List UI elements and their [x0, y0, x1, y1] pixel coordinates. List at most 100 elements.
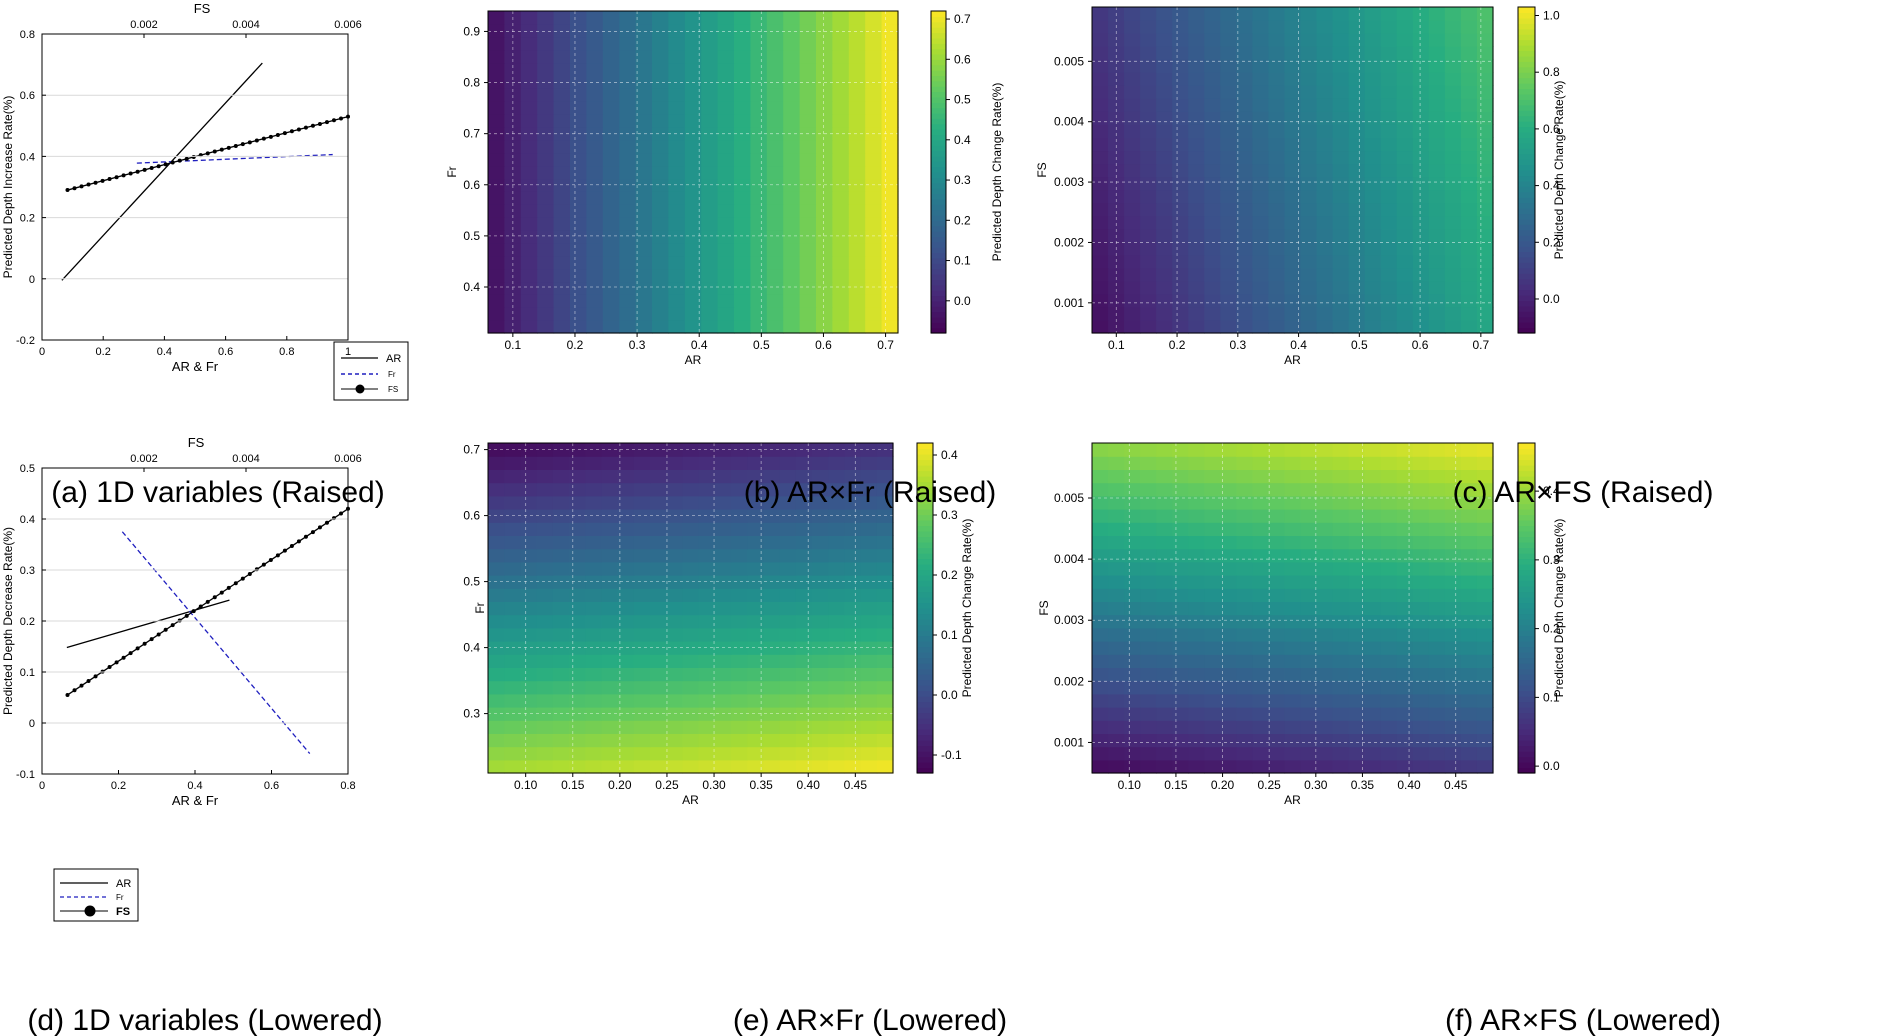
heatmap-cell — [1348, 522, 1366, 536]
heatmap-cell — [1380, 306, 1398, 321]
legend-label-fs: FS — [388, 385, 398, 394]
heatmap-cell — [1188, 150, 1205, 165]
heatmap-cell — [1412, 280, 1430, 295]
heatmap-cell — [860, 720, 878, 734]
heatmap-cell — [876, 456, 894, 470]
heatmap-cell — [1364, 111, 1382, 125]
colorbar-segment — [1518, 481, 1535, 488]
heatmap-cell — [731, 456, 748, 470]
heatmap-cell — [1380, 680, 1398, 695]
heatmap-cell — [1300, 720, 1318, 734]
y-axis-label: Fr — [473, 602, 487, 613]
heatmap-cell — [1124, 627, 1141, 642]
heatmap-cell — [569, 588, 586, 602]
colorbar-segment — [1518, 316, 1535, 323]
heatmap-cell — [1444, 443, 1462, 457]
heatmap-cell — [668, 152, 686, 167]
heatmap-cell — [1428, 641, 1446, 655]
heatmap-cell — [799, 101, 817, 115]
series-fs-marker — [226, 585, 231, 590]
heatmap-cell — [552, 535, 570, 550]
heatmap-cell — [619, 11, 637, 25]
y-tick-label: 0.5 — [463, 575, 480, 589]
x2-axis-label: FS — [188, 435, 205, 450]
heatmap-cell — [860, 627, 878, 642]
heatmap-cell — [569, 720, 586, 734]
heatmap-cell — [520, 614, 538, 629]
heatmap-cell — [1316, 319, 1334, 334]
colorbar-segment — [931, 306, 946, 313]
x-tick-label: 0.6 — [218, 346, 233, 358]
heatmap-cell — [504, 693, 521, 708]
heatmap-cell — [734, 75, 751, 89]
heatmap-cell — [1380, 163, 1398, 178]
heatmap-cell — [698, 522, 716, 536]
heatmap-cell — [1428, 522, 1446, 536]
heatmap-cell — [1220, 522, 1237, 536]
heatmap-cell — [1412, 189, 1430, 204]
heatmap-cell — [750, 229, 768, 244]
heatmap-cell — [537, 126, 555, 141]
heatmap-cell — [1252, 746, 1270, 761]
heatmap-cell — [1348, 163, 1366, 178]
heatmap-cell — [1236, 720, 1253, 734]
heatmap-cell — [1092, 33, 1109, 47]
heatmap-cell — [635, 101, 653, 115]
heatmap-cell — [1236, 293, 1253, 308]
heatmap-cell — [832, 255, 850, 270]
heatmap-cell — [652, 242, 669, 257]
heatmap-cell — [536, 601, 554, 616]
heatmap-cell — [1332, 85, 1350, 99]
colorbar-segment — [1518, 553, 1535, 560]
heatmap-cell — [1316, 627, 1334, 642]
heatmap-cell — [747, 522, 764, 536]
heatmap-cell — [1460, 189, 1478, 204]
heatmap-cell — [1172, 228, 1189, 243]
colorbar-segment — [1518, 652, 1535, 659]
colorbar-segment — [1518, 575, 1535, 582]
heatmap-cell — [619, 36, 637, 51]
heatmap-cell — [1268, 588, 1286, 602]
heatmap-cell — [779, 720, 797, 734]
heatmap-cell — [1284, 522, 1302, 536]
colorbar-segment — [917, 580, 933, 587]
heatmap-cell — [832, 36, 850, 51]
heatmap-cell — [731, 482, 748, 497]
heatmap-cell — [1124, 495, 1141, 510]
heatmap-cell — [1396, 469, 1414, 484]
heatmap-cell — [1316, 137, 1334, 152]
heatmap-cell — [1124, 746, 1141, 761]
colorbar-segment — [1518, 246, 1535, 253]
heatmap-cell — [828, 456, 845, 470]
heatmap-cell — [763, 627, 781, 642]
colorbar-tick-label: 0.2 — [1543, 622, 1560, 636]
heatmap-cell — [537, 62, 555, 76]
colorbar-tick-label: 0.2 — [1543, 235, 1560, 249]
colorbar-segment — [931, 241, 946, 248]
heatmap-cell — [1236, 746, 1253, 761]
heatmap-cell — [520, 320, 538, 334]
heatmap-cell — [1460, 693, 1478, 708]
heatmap-cell — [750, 101, 768, 115]
heatmap-cell — [865, 268, 883, 283]
heatmap-cell — [750, 165, 768, 180]
heatmap-cell — [750, 178, 768, 192]
heatmap-cell — [828, 759, 845, 774]
colorbar-segment — [1518, 712, 1535, 719]
plot-frame — [1091, 6, 1494, 334]
heatmap-cell — [1332, 124, 1350, 138]
y-axis-label: FS — [1037, 600, 1051, 615]
heatmap-cell — [1476, 746, 1494, 761]
heatmap-cell — [763, 561, 781, 576]
heatmap-cell — [1268, 627, 1286, 642]
heatmap-cell — [1380, 601, 1398, 616]
heatmap-cell — [848, 152, 866, 167]
series-fs-marker — [233, 581, 238, 586]
colorbar-segment — [1518, 208, 1535, 215]
series-fs-marker — [317, 121, 322, 126]
heatmap-cell — [1204, 469, 1221, 484]
heatmap-cell — [750, 242, 768, 257]
heatmap-cell — [668, 191, 686, 205]
colorbar-segment — [1518, 159, 1535, 166]
heatmap-cell — [666, 561, 683, 576]
